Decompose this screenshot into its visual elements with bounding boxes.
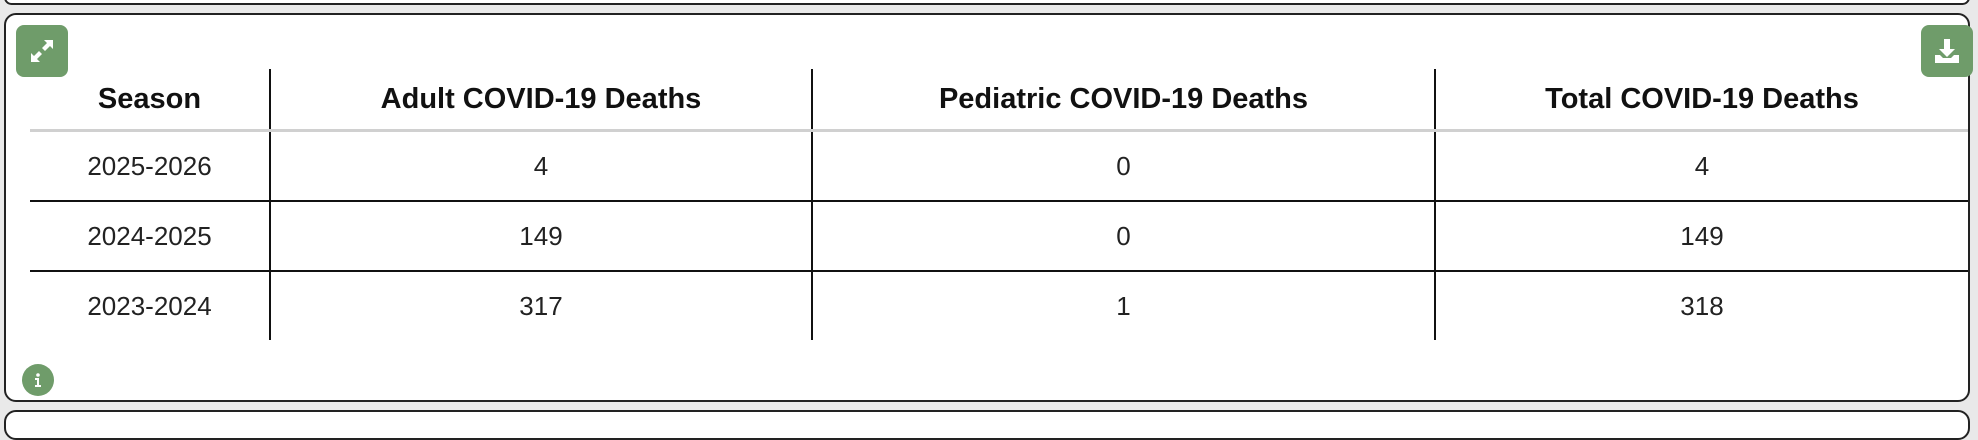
- table-cell: 0: [811, 200, 1435, 271]
- data-table: Season Adult COVID-19 Deaths Pediatric COV…: [30, 69, 1968, 340]
- expand-icon: [31, 40, 53, 62]
- info-button[interactable]: [22, 364, 54, 396]
- table-cell: 4: [1434, 130, 1968, 201]
- table-panel: Season Adult COVID-19 Deaths Pediatric COV…: [4, 13, 1973, 402]
- header-row: Season Adult COVID-19 Deaths Pediatric COV…: [30, 69, 1968, 132]
- download-button[interactable]: [1921, 25, 1973, 77]
- table-cell: 317: [269, 270, 812, 340]
- table-row: 2024-2025 149 0 149: [30, 200, 1968, 271]
- table-cell: 149: [269, 200, 812, 271]
- column-header: Pediatric COVID-19 Deaths: [811, 69, 1435, 132]
- table-cell: 4: [269, 130, 812, 201]
- expand-button[interactable]: [16, 25, 68, 77]
- column-header: Adult COVID-19 Deaths: [269, 69, 812, 132]
- page: Season Adult COVID-19 Deaths Pediatric COV…: [4, 0, 1973, 440]
- table-cell: 2025-2026: [87, 150, 212, 181]
- column-header: Season: [30, 69, 270, 132]
- info-icon: [35, 373, 41, 387]
- next-panel: [4, 410, 1970, 440]
- table-cell: 2024-2025: [30, 200, 270, 271]
- table-cell: 149: [1434, 200, 1968, 271]
- table-cell: 0: [811, 130, 1435, 201]
- table-row: 2025-2026 4 0 4: [30, 130, 1968, 201]
- table-cell: 1: [811, 270, 1435, 340]
- table-body: 2025-2026 4 0 4 2024-2025 149 0 149 2023-2024 317…: [30, 130, 1968, 340]
- download-icon: [1935, 39, 1959, 63]
- table-row: 2023-2024 317 1 318: [30, 270, 1968, 340]
- column-header: Total COVID-19 Deaths: [1434, 69, 1968, 132]
- table-cell: 2023-2024: [30, 270, 270, 340]
- table-cell: 318: [1434, 270, 1968, 340]
- prev-panel: [4, 0, 1970, 5]
